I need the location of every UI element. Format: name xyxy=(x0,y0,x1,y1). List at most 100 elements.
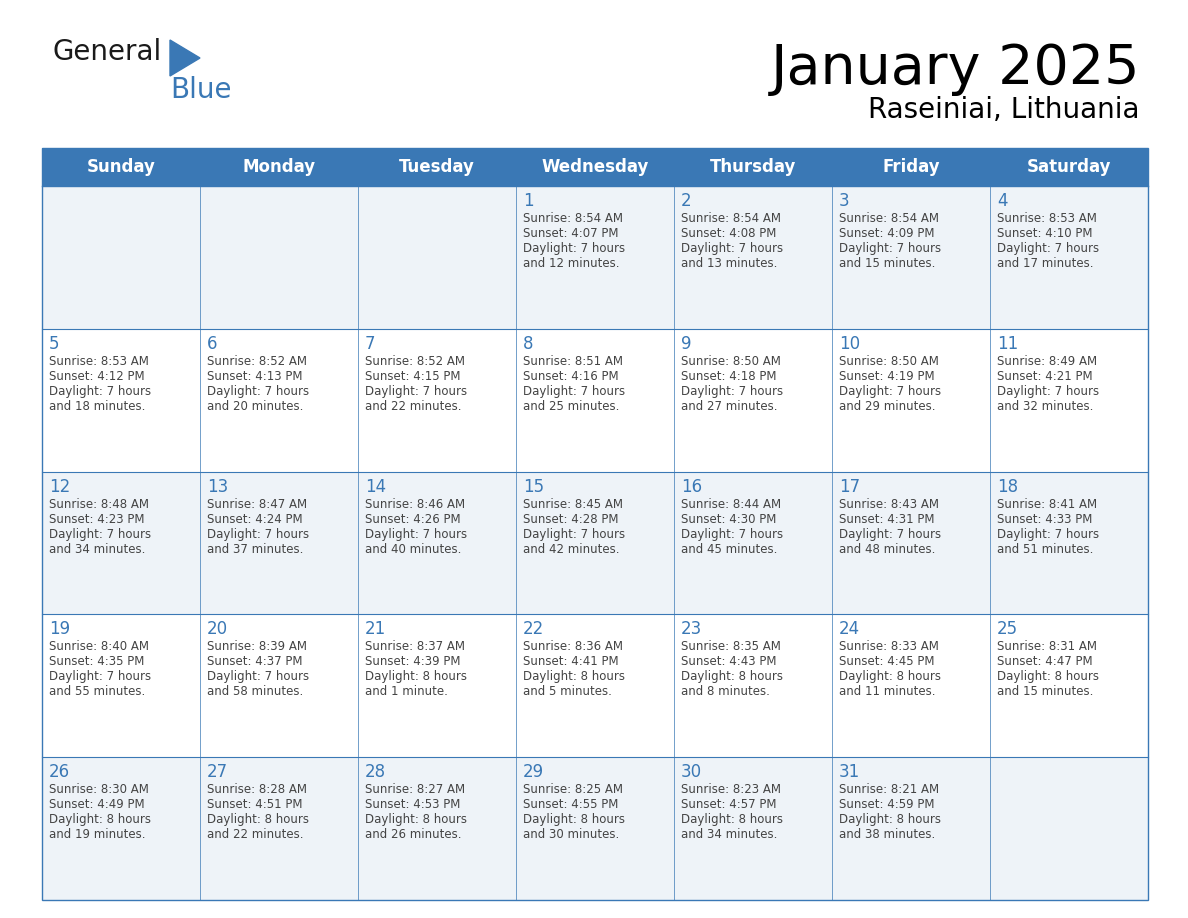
Text: and 27 minutes.: and 27 minutes. xyxy=(681,400,777,413)
Bar xyxy=(990,329,1148,472)
Bar xyxy=(674,329,832,472)
Bar xyxy=(990,186,1148,329)
Text: 8: 8 xyxy=(523,335,533,353)
Text: Raseiniai, Lithuania: Raseiniai, Lithuania xyxy=(868,96,1140,124)
Text: Daylight: 7 hours: Daylight: 7 hours xyxy=(997,528,1099,541)
Text: and 22 minutes.: and 22 minutes. xyxy=(207,828,303,841)
Text: Sunrise: 8:47 AM: Sunrise: 8:47 AM xyxy=(207,498,308,510)
Text: and 11 minutes.: and 11 minutes. xyxy=(839,686,935,699)
Bar xyxy=(42,148,1148,900)
Text: Sunrise: 8:37 AM: Sunrise: 8:37 AM xyxy=(365,641,465,654)
Text: Sunset: 4:28 PM: Sunset: 4:28 PM xyxy=(523,512,619,526)
Text: 31: 31 xyxy=(839,763,860,781)
Text: and 13 minutes.: and 13 minutes. xyxy=(681,257,777,270)
Bar xyxy=(200,472,358,614)
Text: 9: 9 xyxy=(681,335,691,353)
Text: 10: 10 xyxy=(839,335,860,353)
Bar xyxy=(674,614,832,757)
Text: Daylight: 8 hours: Daylight: 8 hours xyxy=(681,813,783,826)
Bar xyxy=(42,186,200,329)
Bar xyxy=(516,614,674,757)
Text: Sunset: 4:18 PM: Sunset: 4:18 PM xyxy=(681,370,777,383)
Text: 11: 11 xyxy=(997,335,1018,353)
Text: Daylight: 7 hours: Daylight: 7 hours xyxy=(523,528,625,541)
Text: 4: 4 xyxy=(997,192,1007,210)
Bar xyxy=(832,614,990,757)
Text: Friday: Friday xyxy=(883,158,940,176)
Text: Sunset: 4:49 PM: Sunset: 4:49 PM xyxy=(49,798,145,812)
Bar xyxy=(832,472,990,614)
Text: 25: 25 xyxy=(997,621,1018,638)
Text: Sunset: 4:43 PM: Sunset: 4:43 PM xyxy=(681,655,777,668)
Text: Sunset: 4:24 PM: Sunset: 4:24 PM xyxy=(207,512,303,526)
Text: Sunrise: 8:23 AM: Sunrise: 8:23 AM xyxy=(681,783,781,796)
Bar xyxy=(516,472,674,614)
Bar xyxy=(674,186,832,329)
Text: Sunrise: 8:45 AM: Sunrise: 8:45 AM xyxy=(523,498,623,510)
Text: Daylight: 7 hours: Daylight: 7 hours xyxy=(365,385,467,397)
Text: Sunset: 4:53 PM: Sunset: 4:53 PM xyxy=(365,798,461,812)
Text: Wednesday: Wednesday xyxy=(542,158,649,176)
Text: Sunset: 4:16 PM: Sunset: 4:16 PM xyxy=(523,370,619,383)
Text: and 18 minutes.: and 18 minutes. xyxy=(49,400,145,413)
Text: Daylight: 8 hours: Daylight: 8 hours xyxy=(49,813,151,826)
Text: Sunset: 4:51 PM: Sunset: 4:51 PM xyxy=(207,798,303,812)
Text: 16: 16 xyxy=(681,477,702,496)
Text: Daylight: 7 hours: Daylight: 7 hours xyxy=(523,242,625,255)
Text: Sunrise: 8:49 AM: Sunrise: 8:49 AM xyxy=(997,354,1098,368)
Text: Sunrise: 8:25 AM: Sunrise: 8:25 AM xyxy=(523,783,623,796)
Bar xyxy=(200,329,358,472)
Text: and 30 minutes.: and 30 minutes. xyxy=(523,828,619,841)
Text: Sunrise: 8:54 AM: Sunrise: 8:54 AM xyxy=(839,212,939,225)
Text: Sunrise: 8:27 AM: Sunrise: 8:27 AM xyxy=(365,783,466,796)
Text: Daylight: 7 hours: Daylight: 7 hours xyxy=(839,385,941,397)
Text: 29: 29 xyxy=(523,763,544,781)
Text: Sunset: 4:10 PM: Sunset: 4:10 PM xyxy=(997,227,1093,240)
Polygon shape xyxy=(170,40,200,76)
Text: Sunset: 4:59 PM: Sunset: 4:59 PM xyxy=(839,798,935,812)
Text: and 15 minutes.: and 15 minutes. xyxy=(839,257,935,270)
Text: and 8 minutes.: and 8 minutes. xyxy=(681,686,770,699)
Text: and 5 minutes.: and 5 minutes. xyxy=(523,686,612,699)
Text: 18: 18 xyxy=(997,477,1018,496)
Text: 1: 1 xyxy=(523,192,533,210)
Text: Daylight: 7 hours: Daylight: 7 hours xyxy=(49,385,151,397)
Text: Sunrise: 8:54 AM: Sunrise: 8:54 AM xyxy=(681,212,781,225)
Text: Sunset: 4:07 PM: Sunset: 4:07 PM xyxy=(523,227,619,240)
Text: Sunrise: 8:52 AM: Sunrise: 8:52 AM xyxy=(207,354,307,368)
Text: Daylight: 7 hours: Daylight: 7 hours xyxy=(681,242,783,255)
Text: 3: 3 xyxy=(839,192,849,210)
Text: Daylight: 7 hours: Daylight: 7 hours xyxy=(997,385,1099,397)
Text: and 17 minutes.: and 17 minutes. xyxy=(997,257,1093,270)
Text: Sunrise: 8:30 AM: Sunrise: 8:30 AM xyxy=(49,783,148,796)
Text: Sunset: 4:21 PM: Sunset: 4:21 PM xyxy=(997,370,1093,383)
Text: Sunset: 4:13 PM: Sunset: 4:13 PM xyxy=(207,370,303,383)
Text: and 45 minutes.: and 45 minutes. xyxy=(681,543,777,555)
Text: Daylight: 8 hours: Daylight: 8 hours xyxy=(365,813,467,826)
Text: and 22 minutes.: and 22 minutes. xyxy=(365,400,461,413)
Text: 24: 24 xyxy=(839,621,860,638)
Text: and 40 minutes.: and 40 minutes. xyxy=(365,543,461,555)
Text: Daylight: 8 hours: Daylight: 8 hours xyxy=(365,670,467,683)
Bar xyxy=(358,186,516,329)
Text: Saturday: Saturday xyxy=(1026,158,1111,176)
Text: Daylight: 7 hours: Daylight: 7 hours xyxy=(207,385,309,397)
Text: Daylight: 8 hours: Daylight: 8 hours xyxy=(523,670,625,683)
Text: Sunrise: 8:50 AM: Sunrise: 8:50 AM xyxy=(839,354,939,368)
Text: Sunrise: 8:41 AM: Sunrise: 8:41 AM xyxy=(997,498,1098,510)
Text: and 38 minutes.: and 38 minutes. xyxy=(839,828,935,841)
Bar xyxy=(990,757,1148,900)
Text: Thursday: Thursday xyxy=(709,158,796,176)
Bar xyxy=(358,757,516,900)
Text: Sunset: 4:45 PM: Sunset: 4:45 PM xyxy=(839,655,935,668)
Text: Sunrise: 8:48 AM: Sunrise: 8:48 AM xyxy=(49,498,148,510)
Text: 2: 2 xyxy=(681,192,691,210)
Text: Daylight: 7 hours: Daylight: 7 hours xyxy=(523,385,625,397)
Text: Daylight: 7 hours: Daylight: 7 hours xyxy=(365,528,467,541)
Text: Sunrise: 8:52 AM: Sunrise: 8:52 AM xyxy=(365,354,465,368)
Text: Sunrise: 8:36 AM: Sunrise: 8:36 AM xyxy=(523,641,623,654)
Text: Daylight: 8 hours: Daylight: 8 hours xyxy=(207,813,309,826)
Text: Blue: Blue xyxy=(170,76,232,104)
Text: and 1 minute.: and 1 minute. xyxy=(365,686,448,699)
Bar xyxy=(200,757,358,900)
